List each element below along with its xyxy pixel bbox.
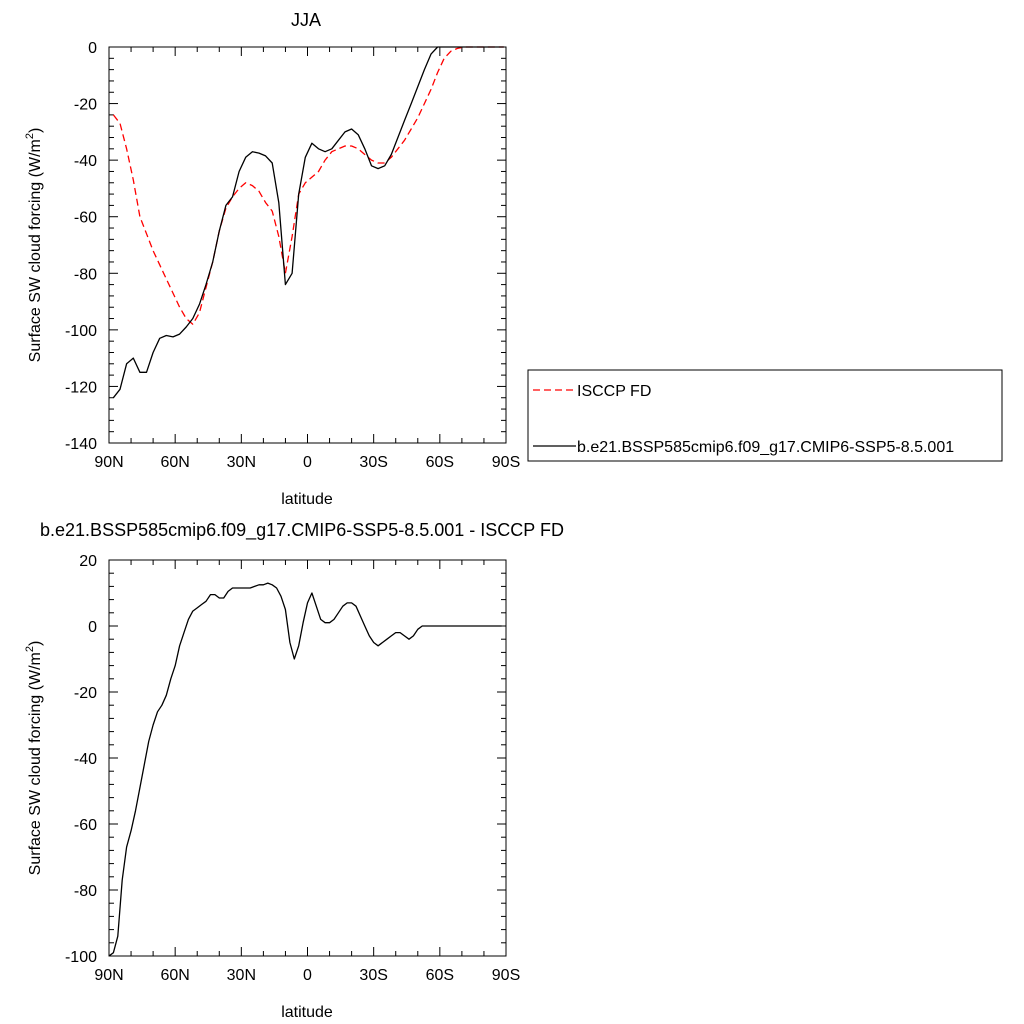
top-chart-y-axis-label-sup: 2 bbox=[24, 133, 36, 139]
top-chart-x-tick-label: 90S bbox=[492, 454, 520, 471]
top-chart-x-tick-labels: 90N 60N 30N 0 30S 60S 90S bbox=[94, 454, 520, 471]
top-chart-y-axis-label-close: ) bbox=[27, 128, 44, 133]
bottom-chart-x-tick-label: 90S bbox=[492, 967, 520, 984]
top-chart-x-tick-label: 60S bbox=[426, 454, 454, 471]
bottom-chart-y-axis-label: Surface SW cloud forcing (W/m2) bbox=[24, 641, 44, 876]
top-chart: JJA 90N 60N 30N 0 30S 60S 90S 0 -20 -40 -60 -80 -10… bbox=[24, 10, 1003, 508]
bottom-chart-y-axis-label-close: ) bbox=[27, 641, 44, 646]
top-chart-y-tick-label: 0 bbox=[88, 40, 97, 57]
bottom-chart-y-tick-label: -20 bbox=[74, 685, 97, 702]
bottom-chart-x-axis-label: latitude bbox=[281, 1004, 333, 1021]
bottom-chart-y-axis-label-sup: 2 bbox=[24, 646, 36, 652]
top-chart-y-axis-label: Surface SW cloud forcing (W/m2) bbox=[24, 128, 44, 363]
bottom-chart-ticks bbox=[108, 559, 507, 957]
top-chart-x-tick-label: 60N bbox=[160, 454, 189, 471]
legend: ISCCP FD b.e21.BSSP585cmip6.f09_g17.CMIP… bbox=[527, 369, 1003, 462]
top-chart-x-tick-label: 0 bbox=[303, 454, 312, 471]
top-chart-y-tick-label: -80 bbox=[74, 266, 97, 283]
bottom-chart-y-tick-label: -100 bbox=[65, 949, 97, 966]
top-chart-y-tick-label: -60 bbox=[74, 210, 97, 227]
top-chart-series bbox=[112, 46, 504, 399]
top-chart-ticks bbox=[108, 46, 507, 444]
legend-isccp-label: ISCCP FD bbox=[577, 383, 651, 400]
bottom-chart-x-tick-label: 30N bbox=[227, 967, 256, 984]
top-chart-series-line-1 bbox=[112, 46, 504, 325]
bottom-chart-y-axis-label-main: Surface SW cloud forcing (W/m bbox=[27, 652, 44, 875]
top-chart-y-tick-label: -40 bbox=[74, 153, 97, 170]
top-chart-plot-frame bbox=[108, 46, 507, 444]
bottom-chart-series bbox=[108, 582, 502, 957]
bottom-chart-y-tick-label: -80 bbox=[74, 883, 97, 900]
bottom-chart-y-tick-label: -40 bbox=[74, 751, 97, 768]
legend-box bbox=[527, 369, 1003, 462]
bottom-chart-y-tick-label: 20 bbox=[79, 553, 97, 570]
top-chart-title: JJA bbox=[291, 10, 321, 30]
legend-model-label: b.e21.BSSP585cmip6.f09_g17.CMIP6-SSP5-8.… bbox=[577, 439, 954, 456]
bottom-chart-title: b.e21.BSSP585cmip6.f09_g17.CMIP6-SSP5-8.… bbox=[40, 520, 564, 541]
bottom-chart-y-tick-label: 0 bbox=[88, 619, 97, 636]
top-chart-x-tick-label: 30S bbox=[359, 454, 387, 471]
top-chart-y-tick-label: -100 bbox=[65, 323, 97, 340]
top-chart-y-tick-labels: 0 -20 -40 -60 -80 -100 -120 -140 bbox=[65, 40, 97, 453]
top-chart-series-line-2 bbox=[112, 46, 504, 399]
top-chart-y-axis-label-main: Surface SW cloud forcing (W/m bbox=[27, 139, 44, 362]
top-chart-y-tick-label: -120 bbox=[65, 379, 97, 396]
top-chart-y-tick-label: -140 bbox=[65, 436, 97, 453]
bottom-chart-x-tick-label: 60S bbox=[426, 967, 454, 984]
bottom-chart-x-tick-labels: 90N 60N 30N 0 30S 60S 90S bbox=[94, 967, 520, 984]
bottom-chart-x-tick-label: 0 bbox=[303, 967, 312, 984]
bottom-chart-plot-frame bbox=[108, 559, 507, 957]
bottom-chart-y-tick-label: -60 bbox=[74, 817, 97, 834]
top-chart-x-tick-label: 90N bbox=[94, 454, 123, 471]
bottom-chart: b.e21.BSSP585cmip6.f09_g17.CMIP6-SSP5-8.… bbox=[24, 520, 564, 1021]
bottom-chart-y-tick-labels: 20 0 -20 -40 -60 -80 -100 bbox=[65, 553, 97, 966]
bottom-chart-series-line-1 bbox=[108, 582, 502, 957]
top-chart-x-tick-label: 30N bbox=[227, 454, 256, 471]
top-chart-y-tick-label: -20 bbox=[74, 97, 97, 114]
bottom-chart-x-tick-label: 60N bbox=[160, 967, 189, 984]
bottom-chart-x-tick-label: 30S bbox=[359, 967, 387, 984]
bottom-chart-x-tick-label: 90N bbox=[94, 967, 123, 984]
top-chart-x-axis-label: latitude bbox=[281, 491, 333, 508]
